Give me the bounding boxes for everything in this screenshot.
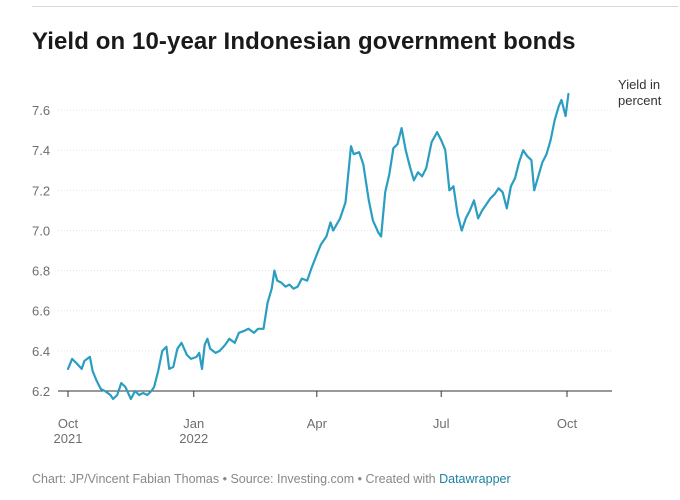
yield-line: [66, 92, 570, 401]
x-tick-label: Oct: [58, 416, 79, 431]
y-tick-label: 7.0: [32, 223, 50, 238]
top-divider: [32, 6, 678, 7]
x-tick-year-label: 2022: [179, 431, 208, 446]
y-tick-label: 7.4: [32, 143, 50, 158]
y-tick-label: 6.4: [32, 344, 50, 359]
y-tick-label: 7.2: [32, 183, 50, 198]
annotation-line: Yield in: [618, 77, 660, 92]
y-axis-ticks: 6.2 6.4 6.6 6.8 7.0 7.2 7.4 7.6: [32, 103, 50, 399]
x-tick-label: Jan: [183, 416, 204, 431]
datawrapper-link[interactable]: Datawrapper: [439, 472, 511, 486]
y-tick-label: 6.2: [32, 384, 50, 399]
chart-title: Yield on 10-year Indonesian government b…: [32, 28, 576, 55]
footer-credits: Chart: JP/Vincent Fabian Thomas • Source…: [32, 472, 440, 486]
gridlines: [58, 109, 612, 392]
y-tick-label: 6.8: [32, 264, 50, 279]
x-tick-label: Oct: [557, 416, 578, 431]
y-tick-label: 6.6: [32, 304, 50, 319]
annotation-line: percent: [618, 93, 662, 108]
chart-footer: Chart: JP/Vincent Fabian Thomas • Source…: [32, 472, 511, 486]
x-tick-label: Apr: [307, 416, 328, 431]
y-tick-label: 7.6: [32, 103, 50, 118]
x-tick-label: Jul: [433, 416, 450, 431]
x-tick-year-label: 2021: [54, 431, 83, 446]
series-layer: [66, 92, 570, 401]
